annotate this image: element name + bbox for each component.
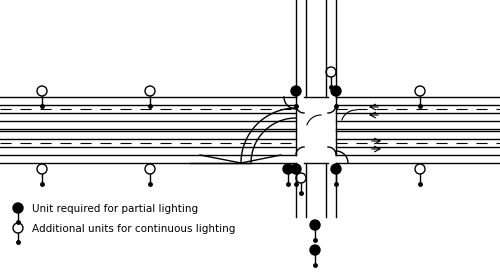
- Circle shape: [283, 164, 293, 174]
- Circle shape: [310, 245, 320, 255]
- Circle shape: [331, 86, 341, 96]
- Circle shape: [291, 86, 301, 96]
- Bar: [296, 97, 336, 163]
- Text: Additional units for continuous lighting: Additional units for continuous lighting: [32, 224, 236, 234]
- Circle shape: [291, 164, 301, 174]
- Circle shape: [310, 220, 320, 230]
- Circle shape: [331, 164, 341, 174]
- Circle shape: [13, 203, 23, 213]
- Text: Unit required for partial lighting: Unit required for partial lighting: [32, 204, 198, 214]
